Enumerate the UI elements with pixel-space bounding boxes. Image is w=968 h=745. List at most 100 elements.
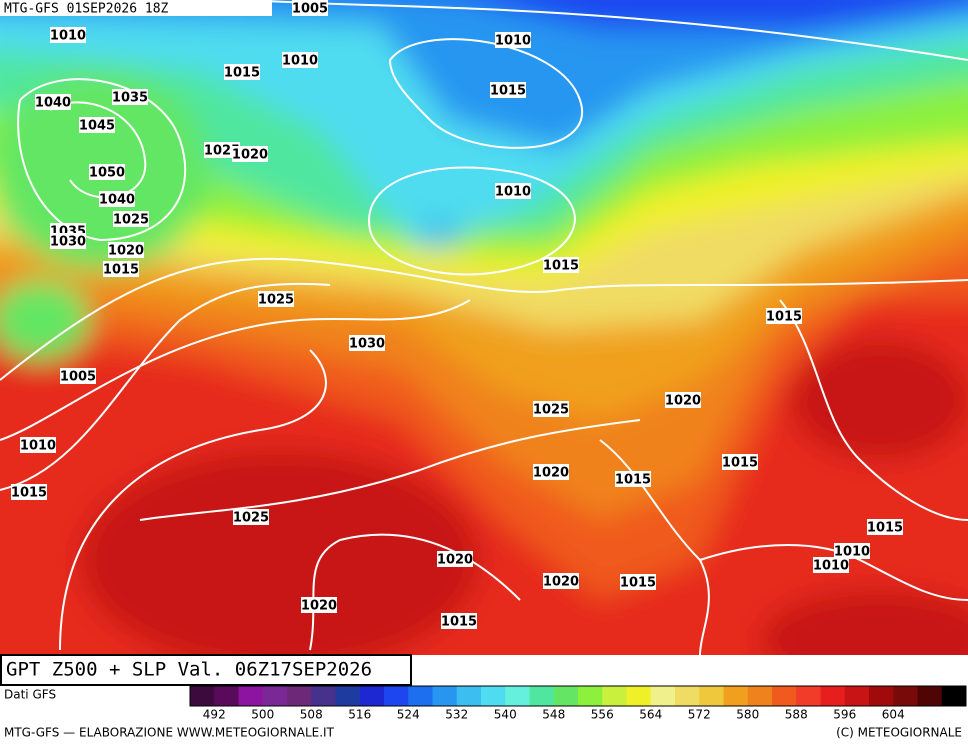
label-box <box>11 484 47 500</box>
isobar-label: 1020 <box>533 466 569 481</box>
label-box <box>103 261 139 277</box>
colorbar-cell <box>650 686 676 706</box>
label-box <box>50 233 86 249</box>
colorbar-tick-label: 572 <box>688 708 711 722</box>
colorbar-cell <box>359 686 385 706</box>
isobar-label: 1015 <box>490 84 526 99</box>
colorbar-cell <box>335 686 361 706</box>
colorbar-cell <box>384 686 409 706</box>
colorbar-cell <box>481 686 506 706</box>
colorbar-tick-label: 516 <box>348 708 371 722</box>
colorbar-cell <box>893 686 918 706</box>
isobar-label: 1015 <box>620 576 656 591</box>
field-band <box>471 0 968 30</box>
colorbar-cell <box>238 686 264 706</box>
title-box <box>0 654 412 686</box>
isobar-label: 1010 <box>495 34 531 49</box>
isobar-label: 1010 <box>813 559 849 574</box>
colorbar-tick-label: 564 <box>639 708 662 722</box>
isobar-label: 1025 <box>533 403 569 418</box>
isobar-label: 1010 <box>495 185 531 200</box>
label-box <box>441 613 477 629</box>
colorbar-tick-label: 508 <box>300 708 323 722</box>
isobar-label: 1020 <box>232 148 268 163</box>
isobar-label: 1010 <box>834 545 870 560</box>
isobar-label: 1005 <box>292 2 328 17</box>
label-box <box>543 573 579 589</box>
isobar-label: 1010 <box>50 29 86 44</box>
colorbar: 492 500 508 516 524 532 540 548 556 564 572 580 588 5… <box>189 685 967 722</box>
label-box <box>766 308 802 324</box>
label-box <box>349 335 385 351</box>
colorbar-tick-label: 580 <box>736 708 759 722</box>
isobar-label: 1015 <box>615 473 651 488</box>
label-box <box>620 574 656 590</box>
colorbar-tick-label: 532 <box>445 708 468 722</box>
colorbar-tick-label: 540 <box>494 708 517 722</box>
isobar-label: 1015 <box>867 521 903 536</box>
label-box <box>99 191 135 207</box>
isobar-label: 1045 <box>79 119 115 134</box>
geopotential-field <box>0 0 968 690</box>
colorbar-cell <box>408 686 433 706</box>
colorbar-cell <box>432 686 458 706</box>
colorbar-cell <box>553 686 579 706</box>
label-box <box>665 392 701 408</box>
colorbar-cell <box>311 686 336 706</box>
run-box <box>0 0 272 16</box>
label-box <box>722 454 758 470</box>
label-box <box>834 543 870 559</box>
colorbar-cell <box>287 686 312 706</box>
label-box <box>20 437 56 453</box>
label-box <box>282 52 318 68</box>
label-box <box>79 117 115 133</box>
isobar-label: 1030 <box>349 337 385 352</box>
label-box <box>533 401 569 417</box>
isobar-label: 1040 <box>99 193 135 208</box>
isobar-label: 1020 <box>437 553 473 568</box>
isobar-label: 1010 <box>20 439 56 454</box>
isobar-label: 1020 <box>108 244 144 259</box>
source-label: Dati GFS <box>4 688 56 702</box>
label-box <box>224 64 260 80</box>
colorbar-cell <box>699 686 724 706</box>
label-box <box>233 509 269 525</box>
label-box <box>204 142 240 158</box>
label-box <box>533 464 569 480</box>
colorbar-cell <box>869 686 894 706</box>
colorbar-tick-label: 524 <box>397 708 420 722</box>
isobar-label: 1040 <box>35 96 71 111</box>
label-box <box>495 183 531 199</box>
label-box <box>108 242 144 258</box>
isobars <box>0 0 968 655</box>
colorbar-cell <box>747 686 773 706</box>
label-box <box>232 146 268 162</box>
label-box <box>112 89 148 105</box>
label-box <box>35 94 71 110</box>
colorbar-cell <box>941 686 967 706</box>
colorbar-cell <box>917 686 943 706</box>
isobar-label: 1015 <box>543 259 579 274</box>
colorbar-cell <box>214 686 239 706</box>
colorbar-cell <box>626 686 652 706</box>
label-box <box>258 291 294 307</box>
isobar-label: 1025 <box>233 511 269 526</box>
run-label: MTG-GFS 01SEP2026 18Z <box>4 2 169 17</box>
colorbar-cell <box>723 686 749 706</box>
isobar-label: 1020 <box>543 575 579 590</box>
label-box <box>292 0 328 16</box>
colorbar-cell <box>456 686 482 706</box>
isobar-label: 1015 <box>103 263 139 278</box>
colorbar-cell <box>796 686 821 706</box>
isobar-label: 1005 <box>60 370 96 385</box>
isobar-label: 1010 <box>282 54 318 69</box>
colorbar-cell <box>675 686 700 706</box>
label-box <box>495 32 531 48</box>
isobar-label: 1015 <box>11 486 47 501</box>
footer-right: (C) METEOGIORNALE <box>836 726 962 740</box>
label-box <box>437 551 473 567</box>
colorbar-tick-label: 604 <box>882 708 905 722</box>
map-title: GPT Z500 + SLP Val. 06Z17SEP2026 <box>6 659 372 681</box>
